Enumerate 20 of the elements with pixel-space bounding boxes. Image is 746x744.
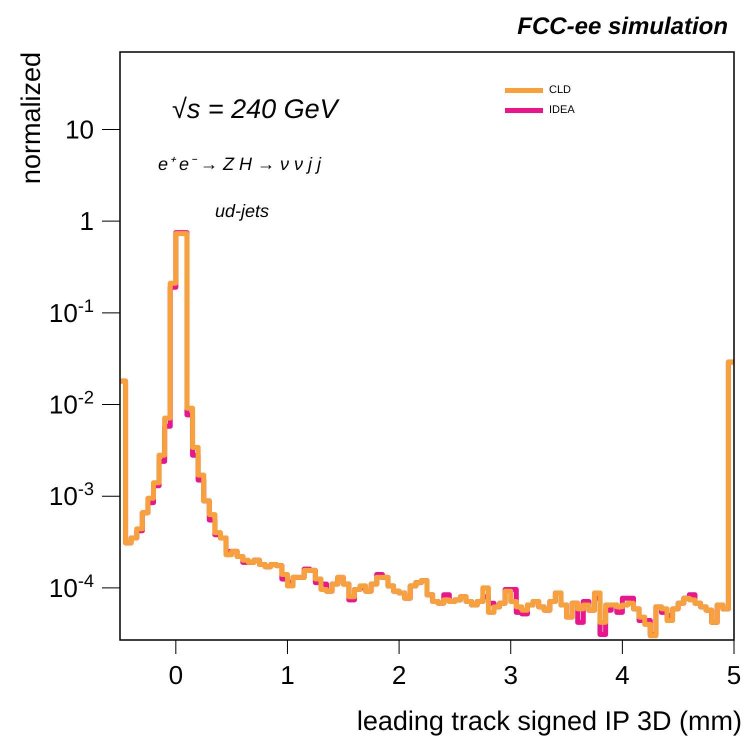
x-tick-label: 4 [615, 660, 630, 690]
x-tick-label: 5 [726, 660, 742, 690]
annotation: √s = 240 GeV [172, 94, 341, 124]
y-tick-label: 10$^{-3}$ [48, 479, 94, 512]
x-tick-label: 0 [168, 660, 184, 690]
x-tick-label: 3 [503, 660, 518, 690]
x-tick-label: 1 [280, 660, 295, 690]
legend-label: IDEA [549, 104, 575, 116]
y-tick-label: 1 [80, 206, 94, 236]
y-tick-label: 10$^{-2}$ [48, 388, 94, 420]
y-tick-label: 10$^{-4}$ [48, 570, 94, 603]
annotation: e⁺ e⁻ → Z H → ν ν j j [158, 154, 322, 174]
annotation: ud-jets [215, 201, 270, 221]
y-tick-label: 10$^{-1}$ [48, 296, 94, 328]
y-tick-label: 10 [65, 114, 94, 144]
legend-label: CLD [549, 84, 572, 96]
x-axis-title: leading track signed IP 3D (mm) [356, 706, 742, 736]
chart-title: FCC-ee simulation [517, 13, 728, 40]
x-tick-label: 2 [392, 660, 406, 690]
y-axis-title: normalized [16, 52, 46, 184]
